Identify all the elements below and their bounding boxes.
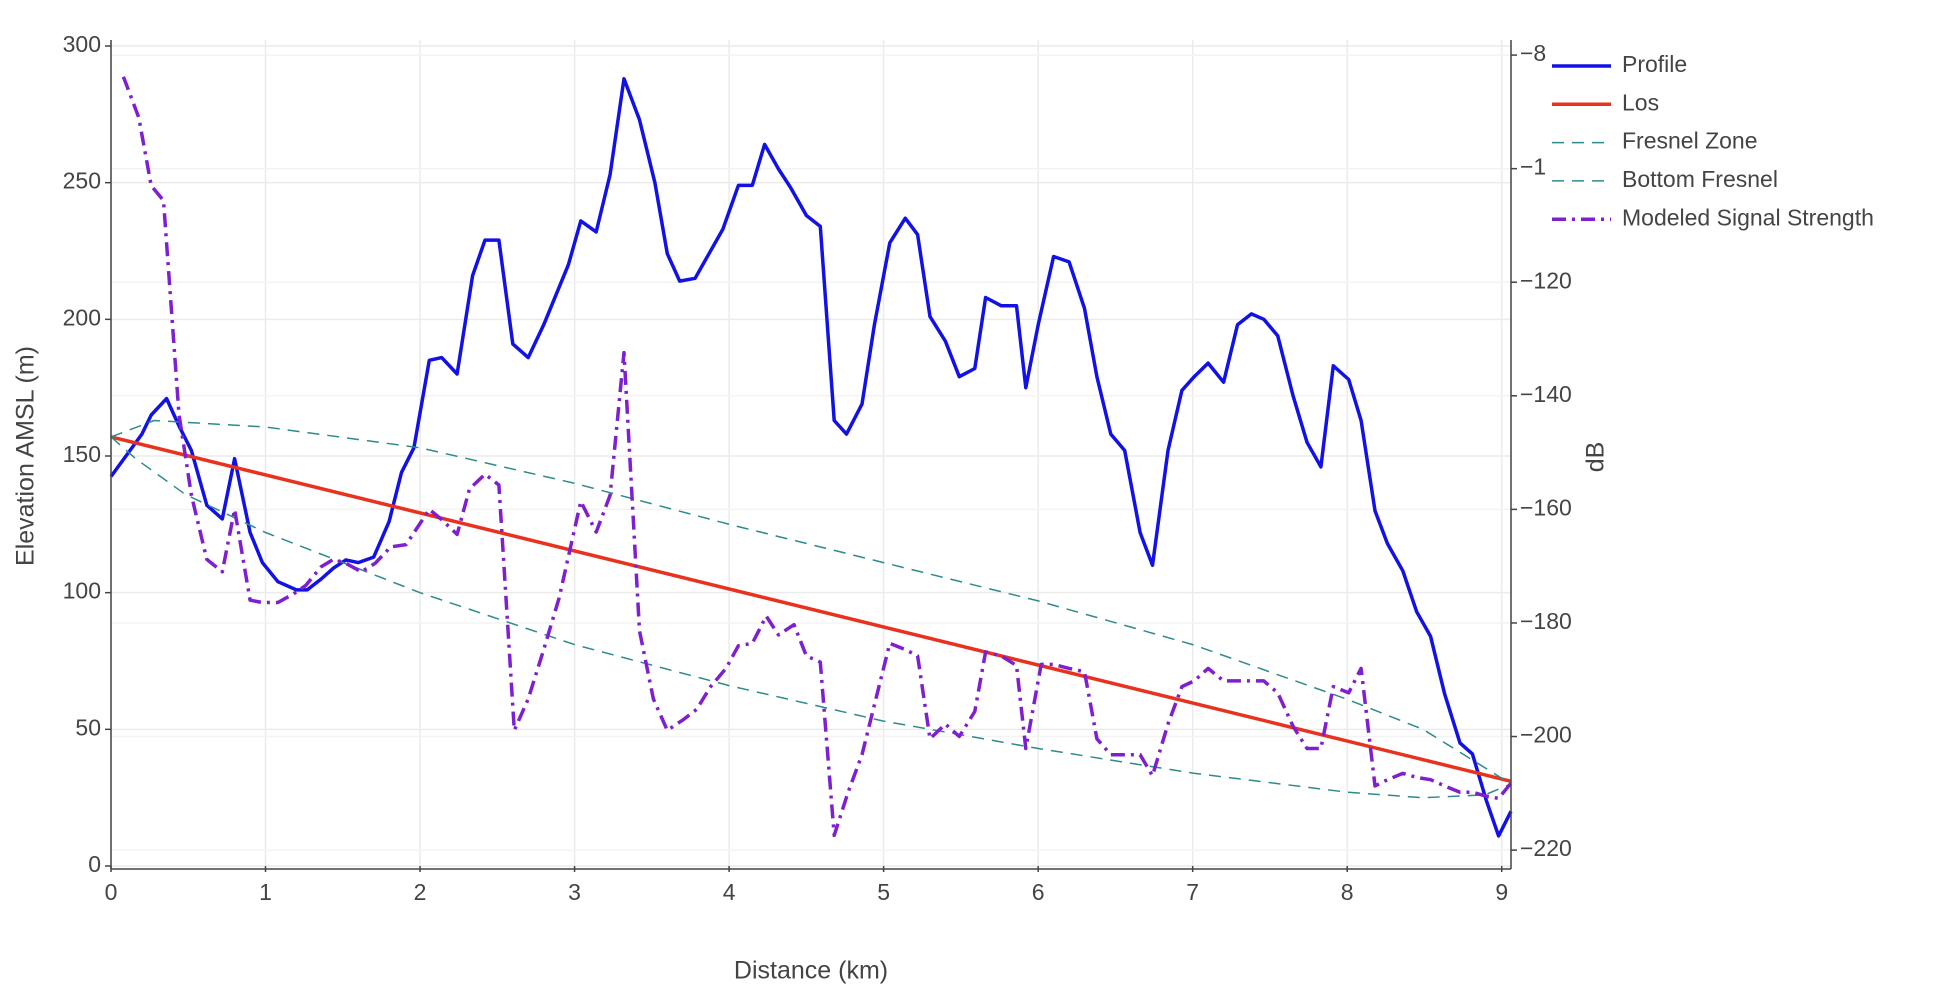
- y2-tick-label: −220: [1520, 835, 1572, 861]
- x-axis-title: Distance (km): [734, 957, 888, 985]
- series-line: [110, 419, 1512, 785]
- y-tick-label: 0: [88, 851, 101, 877]
- y2-tick-label: −160: [1520, 494, 1572, 520]
- axes: 0 1 2 3 4 5 6 7 8 9 0 50 100 150 200 250 300 −220 −200 −180…: [63, 31, 1572, 905]
- y-tick-label: 200: [63, 304, 101, 330]
- series-line: [109, 77, 1513, 838]
- x-tick-label: 4: [723, 879, 736, 905]
- legend-label: Bottom Fresnel: [1622, 166, 1778, 192]
- y2-tick-label: −180: [1520, 608, 1572, 634]
- y2-axis-title: dB: [1582, 442, 1610, 473]
- legend-label: Los: [1622, 89, 1659, 115]
- y-tick-label: 150: [63, 441, 101, 467]
- y-tick-label: 250: [63, 168, 101, 194]
- legend-label: Profile: [1622, 51, 1687, 77]
- x-tick-label: 2: [414, 879, 427, 905]
- grid: [110, 40, 1511, 867]
- y-tick-label: 100: [63, 578, 101, 604]
- x-tick-label: 9: [1495, 879, 1508, 905]
- series-line: [110, 436, 1512, 799]
- plot-area: [109, 76, 1513, 838]
- x-tick-label: 3: [568, 879, 581, 905]
- y2-tick-label: −140: [1520, 381, 1572, 407]
- y2-tick-label: −200: [1520, 722, 1572, 748]
- series-line: [110, 435, 1512, 783]
- series-line: [121, 76, 1513, 838]
- x-tick-label: 7: [1186, 879, 1199, 905]
- x-tick-label: 0: [105, 879, 118, 905]
- legend: Profile Los Fresnel Zone Bottom Fresnel Mode…: [1546, 44, 1935, 239]
- y-axis-title: Elevation AMSL (m): [12, 346, 40, 566]
- legend-background: [1546, 44, 1935, 239]
- x-tick-label: 8: [1341, 879, 1354, 905]
- x-tick-label: 6: [1032, 879, 1045, 905]
- y-tick-label: 300: [63, 31, 101, 57]
- y-tick-label: 50: [75, 714, 101, 740]
- legend-label: Fresnel Zone: [1622, 128, 1758, 154]
- x-tick-label: 5: [877, 879, 890, 905]
- y2-tick-label: −120: [1520, 267, 1572, 293]
- legend-label: Modeled Signal Strength: [1622, 204, 1874, 230]
- x-tick-label: 1: [259, 879, 272, 905]
